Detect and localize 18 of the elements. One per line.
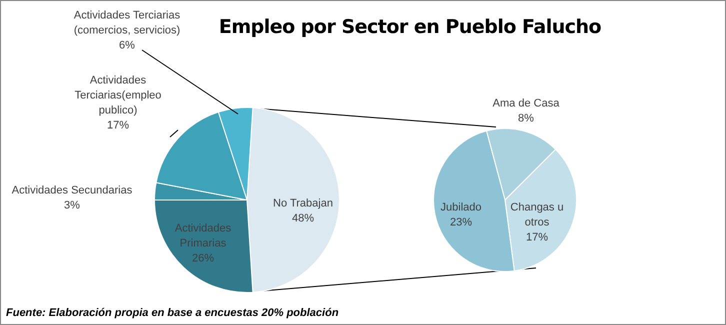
data-label: 8%	[518, 112, 534, 125]
slice-label: No Trabajan	[273, 198, 333, 210]
data-label: 48%	[292, 212, 314, 225]
slice-label: Actividades Primarias	[174, 222, 232, 250]
data-label: 26%	[192, 252, 214, 265]
source-note: Fuente: Elaboración propia en base a encuestas 20% población	[6, 307, 339, 319]
data-label: 17%	[106, 120, 130, 132]
data-label: 6%	[119, 40, 136, 52]
data-label: 17%	[526, 232, 548, 244]
slice-label: Jubilado	[440, 202, 482, 214]
slice-label: Actividades Terciarias (comercios, servicios)	[74, 10, 181, 37]
data-label: 23%	[450, 216, 472, 229]
slice-label: Actividades Terciarias(empleo publico)	[74, 74, 162, 117]
slice-label: Ama de Casa	[492, 98, 560, 110]
slice-label: Changas u otros	[510, 202, 564, 229]
slice-label: Actividades Secundarias	[12, 184, 133, 197]
text: Empleo por Sector en Pueblo Falucho	[218, 16, 602, 38]
data-label: 3%	[64, 200, 80, 212]
